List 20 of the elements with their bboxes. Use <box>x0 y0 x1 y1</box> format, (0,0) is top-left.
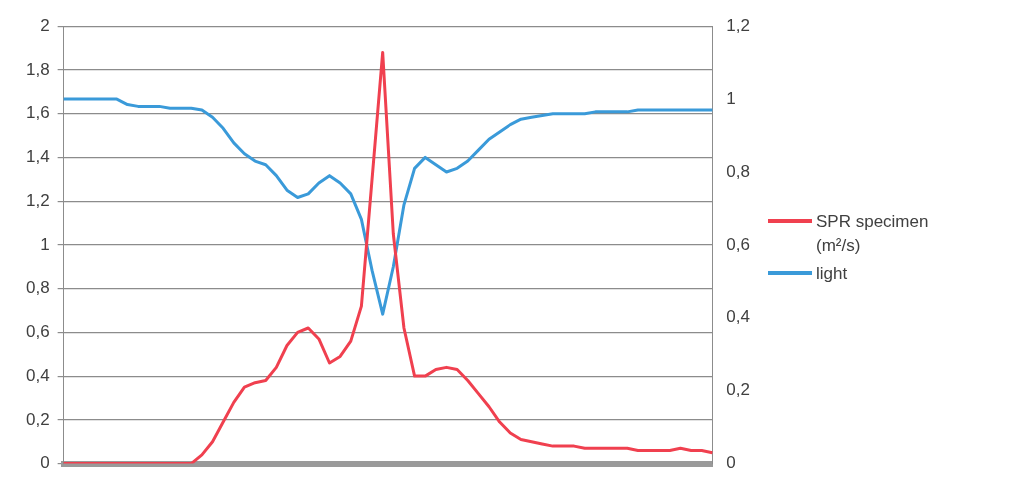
y2-tick-label: 1 <box>726 88 736 108</box>
y2-tick-label: 0,8 <box>726 161 751 181</box>
y-tick-label: 2 <box>40 15 50 35</box>
y-tick-label: 1,2 <box>25 190 50 210</box>
y-tick-label: 1,8 <box>25 59 50 79</box>
y-tick-label: 1 <box>40 234 50 254</box>
y-tick-label: 1,4 <box>25 147 50 167</box>
y2-tick-label: 0,4 <box>726 307 751 327</box>
y2-tick-label: 0,6 <box>726 234 751 254</box>
y-tick-label: 0,4 <box>25 365 50 385</box>
y2-tick-label: 0,2 <box>726 380 751 400</box>
y-tick-label: 0,8 <box>25 278 50 298</box>
y-tick-label: 0,2 <box>25 409 50 429</box>
legend-label: SPR specimen (m²/s) <box>816 211 930 257</box>
y-tick-label: 1,6 <box>25 103 50 123</box>
y-tick-label: 0 <box>40 453 50 473</box>
y2-tick-label: 0 <box>726 453 736 473</box>
legend-label: light <box>816 263 848 285</box>
y2-tick-label: 1,2 <box>726 15 751 35</box>
y-tick-label: 0,6 <box>25 322 50 342</box>
